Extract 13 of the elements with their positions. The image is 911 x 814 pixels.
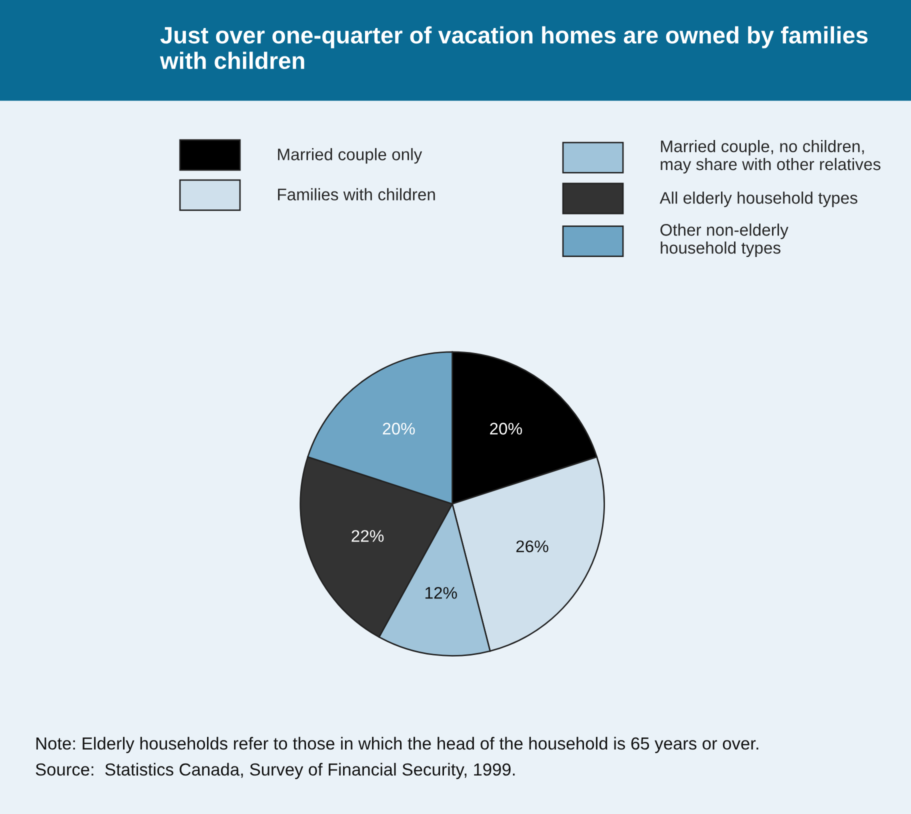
text: Note: Elderly households refer to those in which the head of the household is 65 years or over. (36, 736, 758, 754)
data-label: 12% (425, 586, 457, 599)
legend-label: Families with children (278, 188, 435, 200)
data-label: 26% (516, 540, 548, 552)
legend-label: Married couple, no children, may share with other relatives (660, 140, 880, 174)
data-label: 22% (352, 530, 384, 542)
data-label: 20% (382, 422, 415, 435)
chart-title: Just over one-quarter of vacation homes are owned by families with children (160, 26, 868, 70)
source-note: Source: Statistics Canada, Survey of Financial Security, 1999. (36, 762, 515, 780)
legend-label: All elderly household types (660, 192, 858, 208)
legend-label: Other non-elderly household types (660, 224, 788, 258)
data-label: 20% (490, 422, 522, 435)
legend-label: Married couple only (278, 148, 422, 164)
